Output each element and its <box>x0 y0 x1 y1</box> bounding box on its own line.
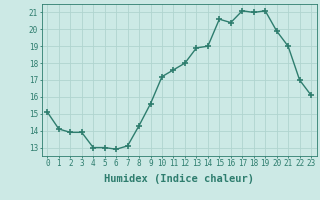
X-axis label: Humidex (Indice chaleur): Humidex (Indice chaleur) <box>104 174 254 184</box>
